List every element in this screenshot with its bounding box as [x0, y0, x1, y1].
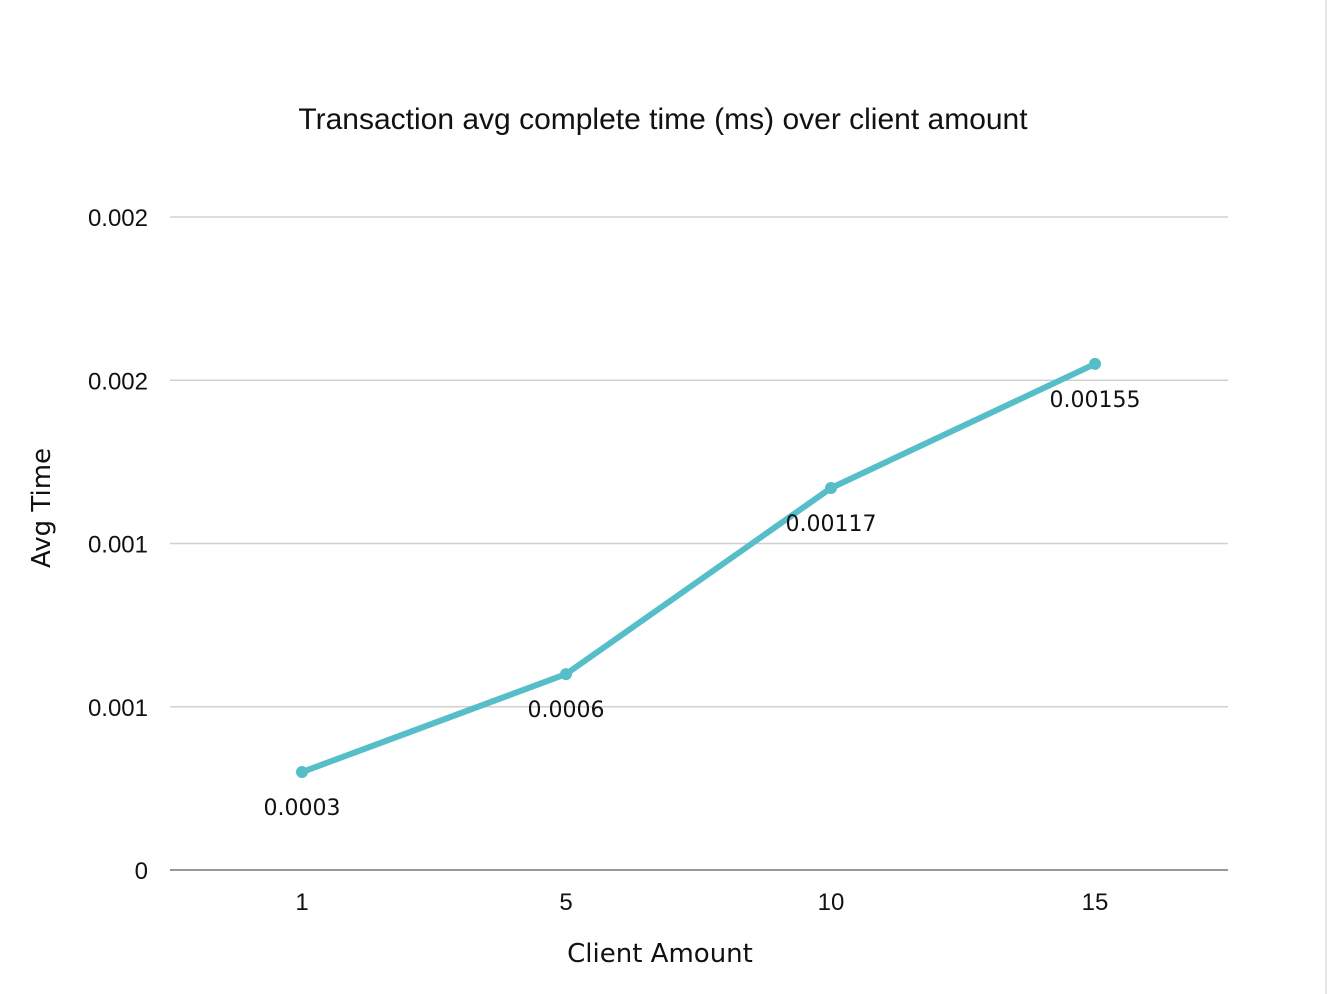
data-point [1089, 358, 1101, 370]
y-tick-label: 0.002 [88, 205, 148, 232]
data-label: 0.0006 [528, 698, 605, 723]
y-axis-ticks: 0 0.001 0.001 0.002 0.002 [88, 205, 148, 885]
x-axis-label: Client Amount [567, 939, 753, 969]
x-tick-label: 15 [1082, 889, 1109, 916]
series-line [302, 364, 1095, 772]
x-tick-label: 10 [818, 889, 845, 916]
gridlines [170, 217, 1228, 870]
x-tick-label: 1 [295, 889, 308, 916]
chart-title: Transaction avg complete time (ms) over … [298, 103, 1028, 136]
data-label: 0.00117 [786, 512, 877, 537]
data-point [296, 766, 308, 778]
y-axis-label: Avg Time [27, 448, 57, 568]
data-labels: 0.0003 0.0006 0.00117 0.00155 [264, 388, 1141, 821]
x-tick-label: 5 [559, 889, 572, 916]
y-tick-label: 0 [135, 858, 148, 885]
series-avg-time [296, 358, 1101, 778]
x-axis-ticks: 1 5 10 15 [295, 889, 1108, 916]
data-label: 0.0003 [264, 796, 341, 821]
data-point [825, 482, 837, 494]
y-tick-label: 0.002 [88, 368, 148, 395]
data-label: 0.00155 [1050, 388, 1141, 413]
data-point [560, 668, 572, 680]
y-tick-label: 0.001 [88, 695, 148, 722]
y-tick-label: 0.001 [88, 532, 148, 559]
